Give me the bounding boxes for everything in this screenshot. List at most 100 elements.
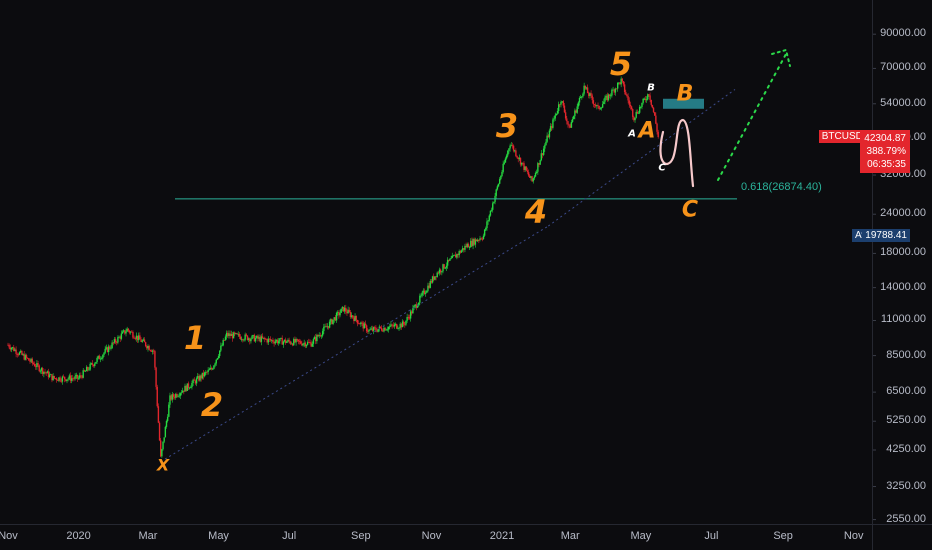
time-tick-label: Jul <box>704 530 719 542</box>
candle-body <box>173 396 176 398</box>
candle-body <box>343 307 346 312</box>
candle-body <box>582 93 584 97</box>
candle-body <box>316 334 318 342</box>
candle-body <box>460 250 463 253</box>
candle-body <box>464 245 466 250</box>
candle-body <box>224 336 227 341</box>
candle-body <box>158 422 161 441</box>
candle-body <box>234 332 236 334</box>
candle-body <box>421 292 423 296</box>
candle-body <box>305 344 308 347</box>
candle-body <box>118 336 120 338</box>
candle-body <box>235 333 237 334</box>
candle-body <box>311 343 313 347</box>
candle-body <box>479 238 481 241</box>
candle-body <box>32 362 35 364</box>
candle-body <box>72 378 74 380</box>
candle-body <box>412 307 414 314</box>
candle-body <box>489 210 492 216</box>
candle-body <box>278 341 280 344</box>
candle-body <box>254 337 257 342</box>
candle-body <box>353 317 355 322</box>
candle-body <box>575 110 577 113</box>
candle-body <box>103 352 105 355</box>
candle-body <box>299 341 302 344</box>
minor-wave-label-a: A <box>628 128 636 140</box>
candle-body <box>74 376 76 379</box>
candle-body <box>181 390 184 393</box>
candle-body <box>147 345 149 349</box>
candle-body <box>428 285 430 288</box>
candle-body <box>434 276 436 280</box>
candle-body <box>352 315 354 318</box>
candle-body <box>35 366 37 368</box>
candle-body <box>166 416 169 421</box>
candle-body <box>446 259 449 266</box>
candle-body <box>281 337 283 345</box>
candle-body <box>367 331 369 332</box>
wave-label-x: X <box>156 455 170 475</box>
candle-body <box>553 118 555 120</box>
candle-body <box>542 148 545 155</box>
candle-body <box>422 290 425 293</box>
candle-body <box>596 105 598 107</box>
candle-body <box>426 290 428 293</box>
candle-body <box>283 339 286 342</box>
candle-body <box>116 342 118 343</box>
avg-price-badge: 19788.41 <box>862 229 910 242</box>
candle-body <box>15 349 17 354</box>
candle-body <box>503 162 506 164</box>
candle-body <box>523 163 525 170</box>
candle-body <box>53 375 55 379</box>
candle-body <box>60 380 62 382</box>
wave-label-a: A <box>638 118 656 144</box>
candle-body <box>90 363 92 364</box>
candle-body <box>645 99 648 101</box>
candle-body <box>200 375 202 379</box>
candle-body <box>73 378 75 380</box>
candle-body <box>121 331 124 334</box>
trend-channel-line <box>160 225 549 463</box>
candle-body <box>306 342 309 345</box>
candle-body <box>368 329 370 332</box>
candle-body <box>600 107 603 109</box>
time-tick-label: Nov <box>0 530 18 542</box>
candle-body <box>335 312 338 321</box>
candle-body <box>36 363 38 367</box>
candle-body <box>96 357 98 362</box>
candle-body <box>312 339 315 344</box>
candle-body <box>608 94 611 97</box>
candle-body <box>141 340 143 342</box>
wave-label-c: C <box>681 197 699 223</box>
candle-body <box>407 316 409 318</box>
candle-body <box>153 350 155 352</box>
candle-body <box>512 145 515 151</box>
candle-body <box>365 325 368 332</box>
candle-body <box>111 342 113 349</box>
candle-body <box>9 347 12 350</box>
candle-body <box>408 317 411 319</box>
candle-body <box>262 337 265 339</box>
candle-body <box>496 186 499 190</box>
candle-body <box>215 359 217 364</box>
candle-body <box>554 115 556 119</box>
candle-body <box>642 98 644 103</box>
candle-body <box>606 95 608 101</box>
price-tick-label: 54000.00 <box>880 96 926 109</box>
time-tick-label: Sep <box>773 530 793 542</box>
candle-body <box>419 295 421 303</box>
candle-body <box>588 93 590 96</box>
candle-body <box>414 304 416 306</box>
candle-body <box>29 360 31 362</box>
candle-body <box>356 319 359 324</box>
candle-body <box>648 94 650 96</box>
candle-body <box>409 311 412 319</box>
candle-body <box>377 329 379 332</box>
time-tick-label: Nov <box>843 530 864 542</box>
candle-body <box>113 339 116 343</box>
candle-body <box>52 375 54 381</box>
candle-body <box>397 328 399 330</box>
candle-body <box>438 269 441 274</box>
candle-body <box>453 254 456 256</box>
